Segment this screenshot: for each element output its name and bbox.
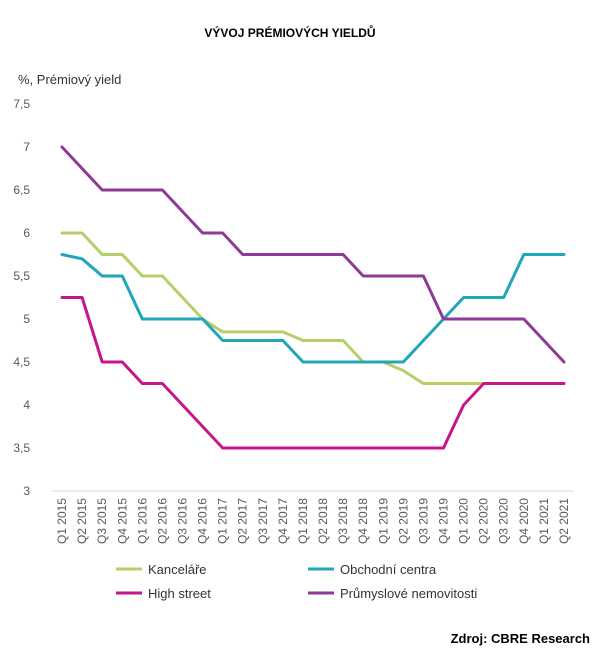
x-tick-label: Q3 2017	[256, 498, 270, 544]
x-tick-label: Q4 2016	[196, 498, 210, 544]
x-tick-label: Q1 2019	[376, 498, 390, 544]
x-tick-labels: Q1 2015 Q2 2015 Q3 2015 Q4 2015 Q1 2016 Q2 20…	[55, 498, 571, 544]
y-tick-label: 6,5	[13, 183, 30, 197]
series-line	[60, 231, 566, 385]
x-tick-label: Q4 2019	[437, 498, 451, 544]
y-tick-label: 6	[23, 226, 30, 240]
y-tick-label: 7	[23, 140, 30, 154]
y-tick-label: 5	[23, 312, 30, 326]
legend-entry: Obchodní centra	[340, 562, 437, 577]
y-axis-label: %, Prémiový yield	[18, 72, 121, 87]
x-tick-label: Q3 2019	[416, 498, 430, 544]
series-lines	[60, 145, 566, 450]
x-tick-label: Q3 2015	[95, 498, 109, 544]
x-tick-label: Q1 2021	[537, 498, 551, 544]
series-line	[60, 296, 566, 450]
x-tick-label: Q1 2015	[55, 498, 69, 544]
chart-title: VÝVOJ PRÉMIOVÝCH YIELDŮ	[204, 24, 375, 40]
x-tick-label: Q3 2016	[176, 498, 190, 544]
x-tick-label: Q2 2017	[236, 498, 250, 544]
x-tick-label: Q2 2021	[557, 498, 571, 544]
x-tick-label: Q2 2018	[316, 498, 330, 544]
y-tick-label: 3	[23, 484, 30, 498]
series-line	[60, 145, 566, 364]
source-note: Zdroj: CBRE Research	[451, 631, 590, 646]
x-tick-label: Q4 2017	[276, 498, 290, 544]
x-tick-label: Q1 2017	[216, 498, 230, 544]
legend: Kanceláře Obchodní centra High street Průmy…	[116, 562, 477, 601]
y-tick-label: 5,5	[13, 269, 30, 283]
x-tick-label: Q2 2020	[477, 498, 491, 544]
x-tick-label: Q3 2018	[336, 498, 350, 544]
y-tick-label: 4	[23, 398, 30, 412]
x-tick-label: Q2 2015	[75, 498, 89, 544]
y-tick-label: 7,5	[13, 97, 30, 111]
y-tick-label: 4,5	[13, 355, 30, 369]
legend-entry: High street	[148, 586, 211, 601]
x-tick-label: Q2 2019	[396, 498, 410, 544]
x-tick-label: Q1 2016	[135, 498, 149, 544]
x-tick-label: Q4 2018	[356, 498, 370, 544]
x-tick-label: Q1 2020	[457, 498, 471, 544]
x-tick-label: Q2 2016	[155, 498, 169, 544]
x-tick-label: Q4 2020	[517, 498, 531, 544]
x-tick-label: Q1 2018	[296, 498, 310, 544]
legend-entry: Kanceláře	[148, 562, 207, 577]
legend-entry: Průmyslové nemovitosti	[340, 586, 477, 601]
y-tick-label: 3,5	[13, 441, 30, 455]
x-tick-label: Q4 2015	[115, 498, 129, 544]
y-tick-labels: 3 3,5 4 4,5 5 5,5 6 6,5 7 7,5	[13, 97, 30, 498]
series-line	[60, 253, 566, 364]
x-tick-label: Q3 2020	[497, 498, 511, 544]
